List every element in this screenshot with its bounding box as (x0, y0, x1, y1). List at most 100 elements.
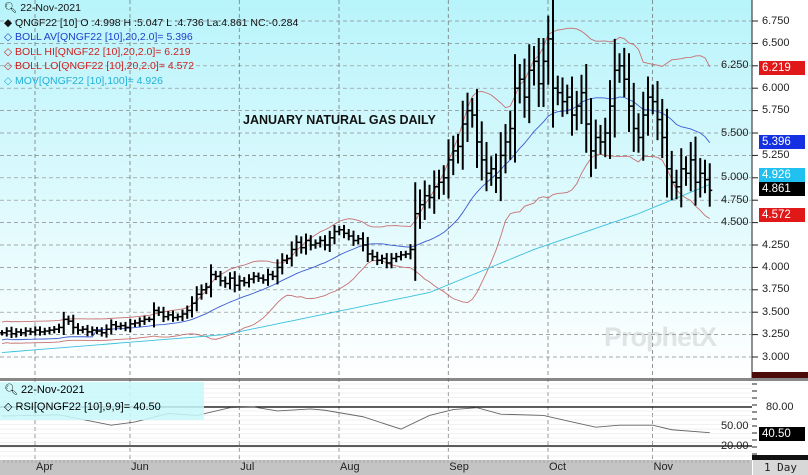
ohlc-bar[interactable] (317, 236, 323, 248)
ohlc-bar[interactable] (199, 284, 204, 300)
ohlc-bar[interactable] (621, 47, 627, 98)
ohlc-bar[interactable] (142, 315, 147, 325)
ohlc-bar[interactable] (484, 141, 489, 192)
ohlc-bar[interactable] (636, 113, 641, 153)
ohlc-bar[interactable] (602, 117, 608, 158)
interval-selector[interactable]: 1 Day (753, 460, 808, 475)
legend-boll-hi[interactable]: ◇ BOLL HI[QNGF22 [10],20,2.0]= 6.219 (4, 45, 191, 58)
ohlc-bar[interactable] (322, 235, 328, 251)
ohlc-bar[interactable] (707, 163, 713, 207)
ohlc-bar[interactable] (441, 165, 447, 195)
ohlc-bar[interactable] (336, 226, 342, 236)
ohlc-bar[interactable] (503, 124, 508, 174)
ohlc-bar[interactable] (218, 270, 223, 287)
ohlc-bar[interactable] (289, 241, 295, 267)
ohlc-bar[interactable] (522, 58, 527, 118)
ohlc-bar[interactable] (427, 184, 432, 209)
ohlc-bar[interactable] (593, 119, 599, 169)
ohlc-bar[interactable] (678, 148, 684, 208)
ohlc-bar[interactable] (403, 250, 409, 259)
ohlc-bar[interactable] (203, 282, 209, 295)
ohlc-bar[interactable] (61, 311, 67, 335)
ohlc-bar[interactable] (108, 319, 114, 335)
ohlc-bar[interactable] (137, 317, 143, 327)
ohlc-bar[interactable] (536, 38, 542, 108)
ohlc-bar[interactable] (631, 82, 637, 152)
ohlc-bar[interactable] (702, 159, 708, 194)
legend-boll-lo[interactable]: ◇ BOLL LO[QNGF22 [10],20,2.0]= 4.572 (4, 60, 195, 73)
ohlc-bar[interactable] (75, 323, 81, 335)
ohlc-bar[interactable] (9, 326, 14, 339)
ohlc-bar[interactable] (669, 150, 675, 201)
ohlc-bar[interactable] (165, 311, 171, 321)
ohlc-bar[interactable] (80, 325, 86, 334)
ohlc-bar[interactable] (265, 268, 271, 286)
ohlc-bar[interactable] (398, 251, 404, 261)
ohlc-bar[interactable] (507, 110, 513, 160)
zoom-icon[interactable]: 🔍︎ (4, 384, 18, 396)
ohlc-bar[interactable] (346, 229, 352, 241)
ohlc-bar[interactable] (498, 132, 504, 202)
ohlc-bar[interactable] (327, 230, 333, 252)
ohlc-bar[interactable] (545, 15, 551, 85)
ohlc-bar[interactable] (422, 180, 428, 220)
ohlc-bar[interactable] (612, 38, 618, 138)
ohlc-bar[interactable] (70, 314, 76, 334)
ohlc-bar[interactable] (118, 322, 124, 330)
ohlc-bar[interactable] (227, 272, 233, 290)
ohlc-bar[interactable] (28, 327, 33, 336)
ohlc-bar[interactable] (450, 135, 456, 176)
ohlc-bar[interactable] (640, 91, 646, 161)
ohlc-bar[interactable] (512, 54, 518, 163)
ohlc-bar[interactable] (66, 315, 71, 325)
ohlc-bar[interactable] (446, 139, 451, 199)
ohlc-bar[interactable] (241, 277, 247, 287)
ohlc-bar[interactable] (655, 81, 660, 141)
ohlc-bar[interactable] (208, 264, 214, 298)
ohlc-bar[interactable] (389, 253, 394, 269)
ohlc-bar[interactable] (4, 327, 10, 337)
ohlc-bar[interactable] (626, 53, 632, 133)
ohlc-bar[interactable] (184, 305, 190, 319)
legend-mov[interactable]: ◇ MOV[QNGF22 [10],100]= 4.926 (4, 74, 163, 87)
ohlc-bar[interactable] (351, 230, 356, 246)
ohlc-bar[interactable] (279, 253, 285, 275)
ohlc-bar[interactable] (37, 326, 43, 336)
ohlc-bar[interactable] (23, 327, 29, 337)
ohlc-bar[interactable] (374, 251, 380, 266)
ohlc-bar[interactable] (47, 326, 52, 335)
panel-divider[interactable] (0, 378, 808, 381)
ohlc-bar[interactable] (664, 108, 670, 198)
ohlc-bar[interactable] (469, 98, 475, 128)
ohlc-bar[interactable] (0, 330, 5, 336)
ohlc-bar[interactable] (550, 0, 556, 128)
ohlc-bar[interactable] (370, 249, 375, 261)
ohlc-bar[interactable] (493, 153, 499, 194)
ohlc-bar[interactable] (332, 225, 337, 245)
panel-separator[interactable] (752, 372, 808, 378)
ohlc-bar[interactable] (583, 64, 589, 153)
ohlc-bar[interactable] (541, 38, 546, 108)
ohlc-bar[interactable] (465, 92, 470, 142)
ohlc-bar[interactable] (393, 252, 399, 263)
ohlc-bar[interactable] (213, 270, 219, 281)
ohlc-bar[interactable] (564, 84, 570, 115)
ohlc-bar[interactable] (607, 80, 613, 159)
ohlc-bar[interactable] (517, 64, 523, 104)
ohlc-bar[interactable] (488, 156, 494, 186)
ohlc-bar[interactable] (436, 169, 442, 200)
legend-boll-av[interactable]: ◇ BOLL AV[QNGF22 [10],20,2.0]= 5.396 (4, 31, 193, 44)
ohlc-bar[interactable] (18, 328, 24, 337)
ohlc-bar[interactable] (260, 274, 266, 284)
ohlc-bar[interactable] (151, 302, 157, 328)
ohlc-bar[interactable] (574, 90, 580, 131)
ohlc-bar[interactable] (113, 320, 119, 331)
ohlc-bar[interactable] (175, 313, 181, 321)
ohlc-bar[interactable] (674, 169, 679, 200)
ohlc-bar[interactable] (303, 233, 309, 255)
ohlc-bar[interactable] (474, 89, 480, 168)
ohlc-bar[interactable] (531, 46, 537, 86)
ohlc-bar[interactable] (222, 276, 228, 288)
ohlc-bar[interactable] (313, 239, 318, 249)
ohlc-bar[interactable] (384, 253, 390, 269)
